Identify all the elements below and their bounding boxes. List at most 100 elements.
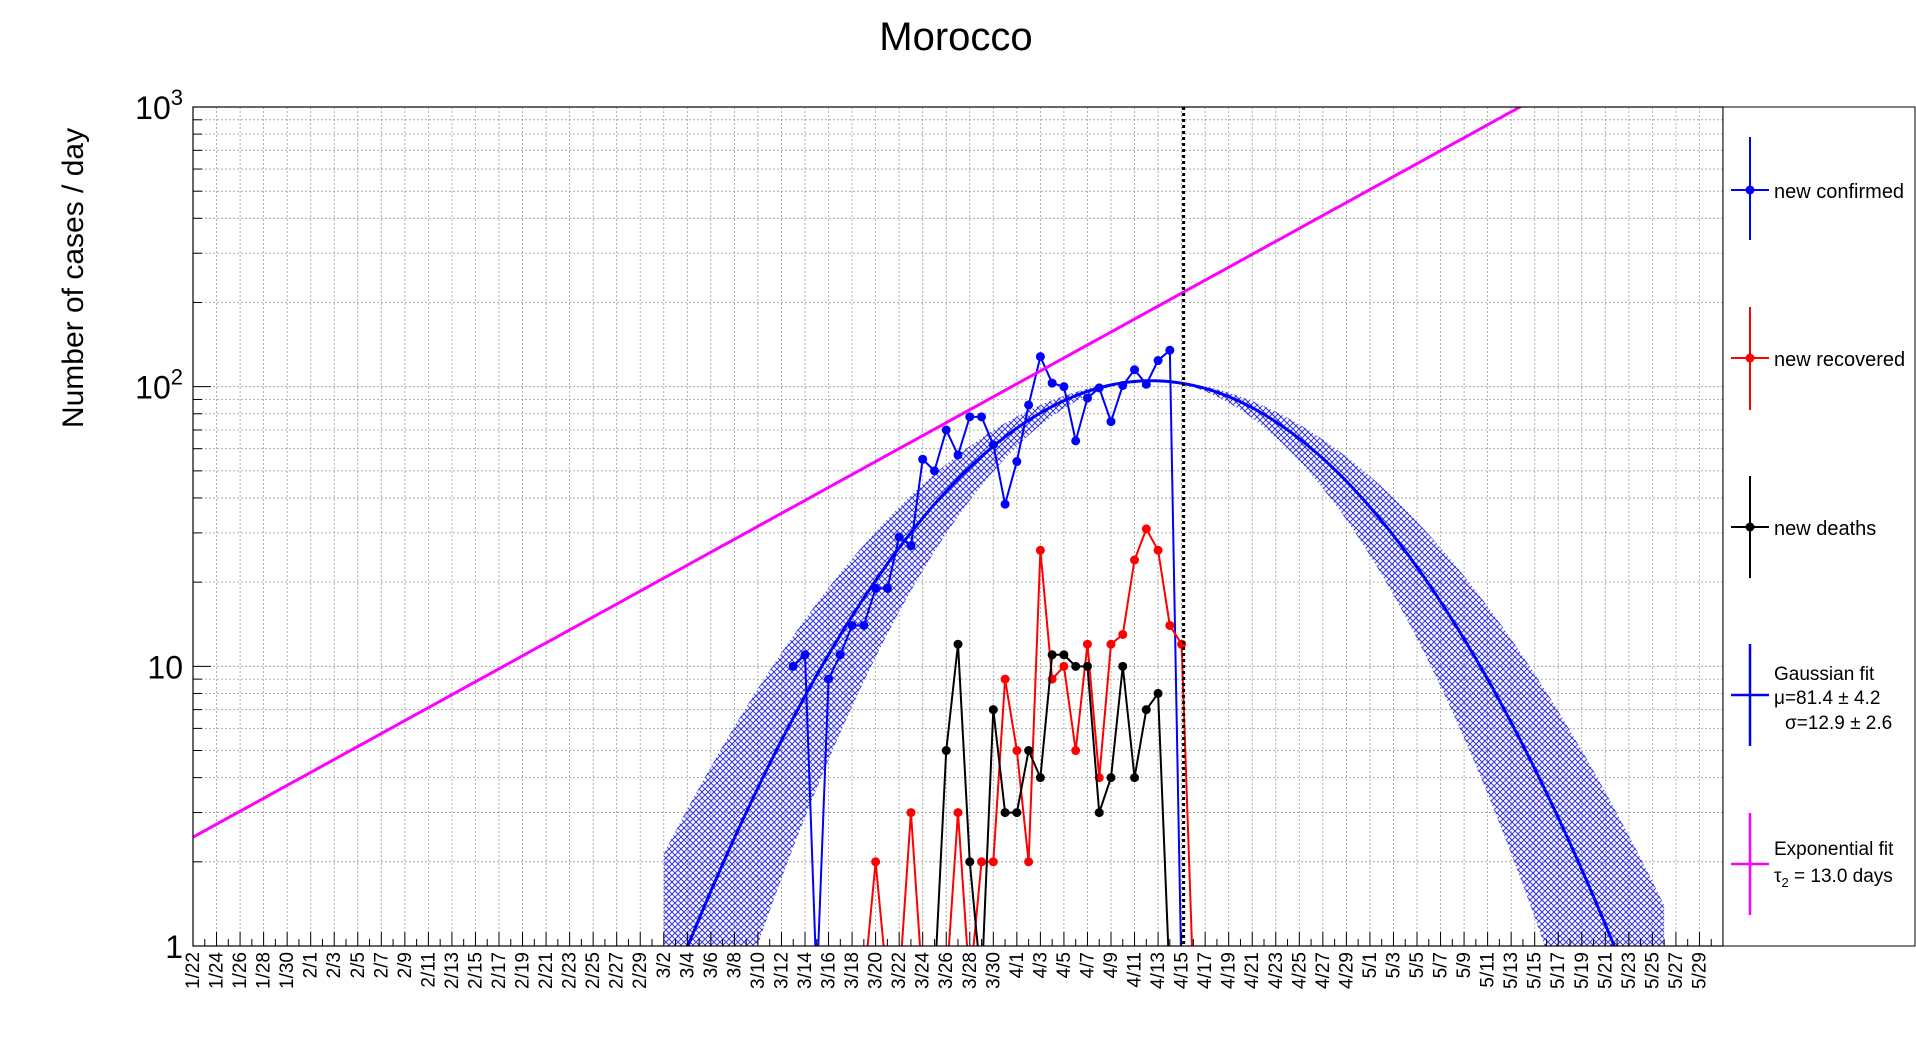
point-new-deaths-3/26 bbox=[941, 746, 951, 756]
legend-recovered-marker bbox=[1745, 353, 1755, 363]
x-tick-label-4/11: 4/11 bbox=[1125, 952, 1146, 988]
point-new-confirmed-3/22 bbox=[894, 532, 904, 542]
legend-deaths-marker bbox=[1745, 522, 1755, 532]
x-tick-label-3/10: 3/10 bbox=[748, 952, 769, 989]
y-tick-label-3: 103 bbox=[135, 85, 183, 126]
x-tick-label-4/15: 4/15 bbox=[1172, 952, 1193, 989]
point-new-deaths-4/8 bbox=[1094, 808, 1104, 818]
x-tick-label-4/17: 4/17 bbox=[1195, 952, 1216, 989]
legend-confirmed-label: new confirmed bbox=[1774, 181, 1904, 203]
point-new-deaths-4/1 bbox=[1012, 808, 1022, 818]
x-tick-label-4/7: 4/7 bbox=[1077, 952, 1098, 978]
x-tick-label-2/29: 2/29 bbox=[630, 952, 651, 989]
x-tick-label-2/9: 2/9 bbox=[395, 952, 416, 978]
point-new-deaths-4/5 bbox=[1059, 650, 1069, 660]
point-new-confirmed-3/16 bbox=[824, 674, 834, 684]
point-new-deaths-4/3 bbox=[1035, 773, 1045, 783]
legend-tau-subscript: 2 bbox=[1782, 875, 1789, 890]
y-axis-label: Number of cases / day bbox=[57, 128, 90, 428]
point-new-deaths-4/4 bbox=[1047, 650, 1057, 660]
x-tick-label-5/25: 5/25 bbox=[1642, 952, 1663, 989]
point-new-confirmed-3/31 bbox=[1000, 499, 1010, 509]
point-new-recovered-4/11 bbox=[1130, 555, 1140, 565]
point-new-confirmed-4/4 bbox=[1047, 378, 1057, 388]
point-new-confirmed-3/18 bbox=[847, 620, 857, 630]
point-new-confirmed-4/3 bbox=[1035, 352, 1045, 362]
point-new-confirmed-3/23 bbox=[906, 541, 916, 551]
y-tick-label-base-2: 10 bbox=[135, 370, 171, 406]
legend-item-gaussian: Gaussian fit μ=81.4 ± 4.2 σ=12.9 ± 2.6 bbox=[1731, 644, 1892, 746]
point-new-recovered-4/6 bbox=[1071, 746, 1081, 756]
y-tick-label-base-0: 1 bbox=[165, 929, 183, 965]
x-tick-label-3/28: 3/28 bbox=[960, 952, 981, 989]
point-new-confirmed-3/26 bbox=[941, 425, 951, 435]
x-tick-label-3/26: 3/26 bbox=[936, 952, 957, 989]
point-new-deaths-4/2 bbox=[1024, 746, 1034, 756]
legend-item-exponential: Exponential fit τ2 = 13.0 days bbox=[1731, 813, 1894, 915]
x-tick-label-4/9: 4/9 bbox=[1101, 952, 1122, 978]
point-new-recovered-4/12 bbox=[1141, 524, 1151, 534]
point-new-confirmed-4/6 bbox=[1071, 436, 1081, 446]
point-new-confirmed-4/7 bbox=[1082, 393, 1092, 403]
point-new-deaths-4/7 bbox=[1082, 661, 1092, 671]
point-new-confirmed-3/28 bbox=[965, 412, 975, 422]
x-tick-label-4/13: 4/13 bbox=[1148, 952, 1169, 989]
series-layer bbox=[788, 345, 1194, 946]
x-tick-label-1/24: 1/24 bbox=[207, 952, 228, 989]
point-new-deaths-3/28 bbox=[965, 857, 975, 867]
point-new-recovered-4/13 bbox=[1153, 545, 1163, 555]
exponential-fit-line bbox=[193, 107, 1524, 839]
fit-lines bbox=[193, 107, 1616, 946]
point-new-confirmed-4/1 bbox=[1012, 457, 1022, 467]
x-tick-label-2/21: 2/21 bbox=[536, 952, 557, 989]
series-line-new-confirmed bbox=[792, 348, 1182, 946]
y-tick-label-1: 10 bbox=[147, 649, 183, 685]
point-new-confirmed-4/13 bbox=[1153, 356, 1163, 366]
x-tick-label-2/15: 2/15 bbox=[465, 952, 486, 989]
x-tick-label-3/22: 3/22 bbox=[889, 952, 910, 989]
y-tick-label-2: 102 bbox=[135, 365, 183, 406]
x-tick-label-2/3: 2/3 bbox=[324, 952, 345, 978]
point-new-confirmed-3/14 bbox=[800, 650, 810, 660]
y-tick-label-exp-3: 3 bbox=[171, 85, 183, 110]
x-tick-label-2/25: 2/25 bbox=[583, 952, 604, 989]
point-new-deaths-3/27 bbox=[953, 639, 963, 649]
x-tick-label-3/24: 3/24 bbox=[913, 952, 934, 989]
x-tick-label-5/23: 5/23 bbox=[1619, 952, 1640, 989]
legend-item-recovered: new recovered bbox=[1731, 307, 1905, 410]
x-tick-label-3/16: 3/16 bbox=[819, 952, 840, 989]
x-tick-label-3/2: 3/2 bbox=[654, 952, 675, 978]
x-tick-label-4/21: 4/21 bbox=[1242, 952, 1263, 989]
x-tick-label-3/4: 3/4 bbox=[677, 952, 698, 979]
x-tick-label-4/19: 4/19 bbox=[1219, 952, 1240, 989]
point-new-confirmed-3/27 bbox=[953, 450, 963, 460]
x-tick-label-1/28: 1/28 bbox=[254, 952, 275, 989]
x-tick-label-5/17: 5/17 bbox=[1548, 952, 1569, 989]
point-new-confirmed-4/5 bbox=[1059, 382, 1069, 392]
y-tick-label-exp-2: 2 bbox=[171, 365, 183, 390]
legend-recovered-label: new recovered bbox=[1774, 349, 1905, 371]
x-tick-label-3/12: 3/12 bbox=[771, 952, 792, 989]
x-tick-label-5/5: 5/5 bbox=[1407, 952, 1428, 978]
point-new-recovered-4/2 bbox=[1024, 857, 1034, 867]
y-tick-label-base-1: 10 bbox=[147, 649, 183, 685]
x-tick-label-5/15: 5/15 bbox=[1525, 952, 1546, 989]
point-new-confirmed-3/25 bbox=[929, 466, 939, 476]
gaussian-error-band bbox=[663, 380, 1665, 946]
point-new-deaths-4/9 bbox=[1106, 773, 1116, 783]
point-new-confirmed-3/17 bbox=[835, 650, 845, 660]
point-new-recovered-3/27 bbox=[953, 808, 963, 818]
legend-exponential-title: Exponential fit bbox=[1774, 839, 1894, 860]
point-new-deaths-4/6 bbox=[1071, 661, 1081, 671]
x-tick-label-4/25: 4/25 bbox=[1289, 952, 1310, 989]
x-tick-label-5/13: 5/13 bbox=[1501, 952, 1522, 989]
series-line-new-deaths bbox=[935, 644, 1170, 946]
x-tick-label-5/3: 5/3 bbox=[1383, 952, 1404, 978]
x-tick-label-1/22: 1/22 bbox=[183, 952, 204, 989]
legend-confirmed-marker bbox=[1745, 185, 1755, 195]
point-new-confirmed-3/29 bbox=[977, 412, 987, 422]
legend-item-deaths: new deaths bbox=[1731, 476, 1876, 578]
x-tick-label-2/23: 2/23 bbox=[560, 952, 581, 989]
x-tick-label-3/14: 3/14 bbox=[795, 952, 816, 989]
legend-item-confirmed: new confirmed bbox=[1731, 137, 1904, 240]
